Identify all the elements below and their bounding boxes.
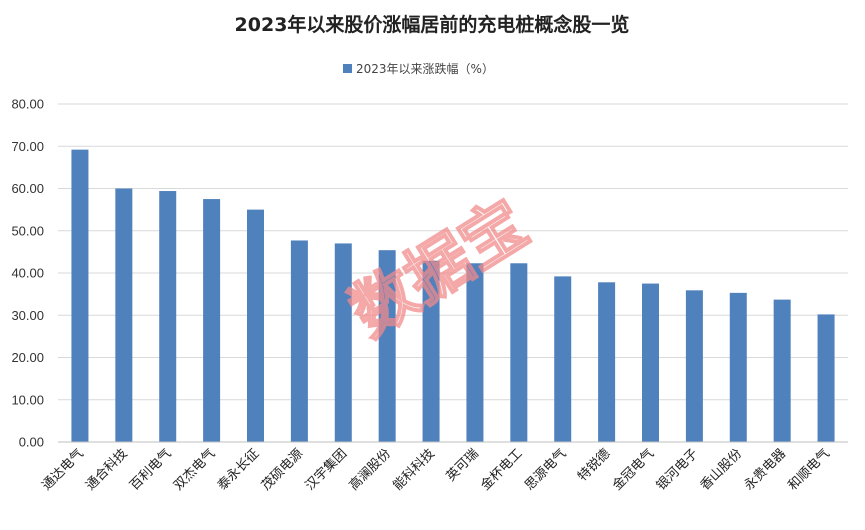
y-tick-label: 60.00 [11,181,44,196]
x-tick-label: 永贵电器 [742,446,789,493]
bar [642,283,659,442]
y-tick-label: 10.00 [11,392,44,407]
bar [510,263,528,442]
x-tick-label: 百利电气 [126,446,174,494]
y-tick-label: 0.00 [19,435,44,450]
bar [685,290,703,442]
x-tick-label: 通合科技 [83,446,130,493]
x-tick-label: 金冠电气 [609,446,657,494]
x-tick-label: 茂硕电源 [259,446,306,493]
bar [378,250,396,442]
bar [466,263,484,442]
x-tick-label: 香山股份 [698,446,745,493]
x-tick-label: 能科科技 [390,446,437,493]
chart-title: 2023年以来股价涨幅居前的充电桩概念股一览 [235,13,630,36]
y-axis-ticks: 0.00 10.00 20.00 30.00 40.00 50.00 60.00 70.00 8… [11,97,44,450]
y-tick-label: 30.00 [11,308,44,323]
x-tick-label: 银河电子 [654,446,701,493]
x-tick-label: 泰永长征 [215,446,262,493]
legend-label: 2023年以来涨跌幅（%） [356,61,494,76]
y-tick-label: 20.00 [11,350,44,365]
y-tick-label: 40.00 [11,266,44,281]
x-tick-label: 汉宇集团 [302,446,350,494]
grid-lines [58,103,848,401]
bars [71,149,835,442]
x-tick-label: 金杯电工 [478,446,526,494]
y-tick-label: 70.00 [11,139,44,154]
y-tick-label: 80.00 [11,97,44,112]
x-tick-label: 思源电气 [521,446,569,494]
legend-swatch [343,64,352,73]
y-tick-label: 50.00 [11,223,44,238]
bar [203,199,221,442]
bar [159,191,177,442]
bar [334,243,352,442]
x-tick-label: 特锐德 [575,446,613,484]
x-tick-label: 和顺电气 [785,446,833,494]
bar [554,276,572,442]
bar [422,260,440,442]
bar [290,240,308,442]
bar [598,282,616,442]
bar [773,299,791,442]
x-tick-label: 通达电气 [39,446,87,494]
x-tick-label: 双杰电气 [170,446,218,494]
bar [71,149,89,442]
bar [729,292,747,442]
legend: 2023年以来涨跌幅（%） [343,61,494,76]
bar [115,188,133,442]
x-tick-label: 英可瑞 [444,446,482,484]
bar [247,209,264,442]
x-tick-label: 高澜股份 [346,446,394,494]
bar [817,314,835,442]
